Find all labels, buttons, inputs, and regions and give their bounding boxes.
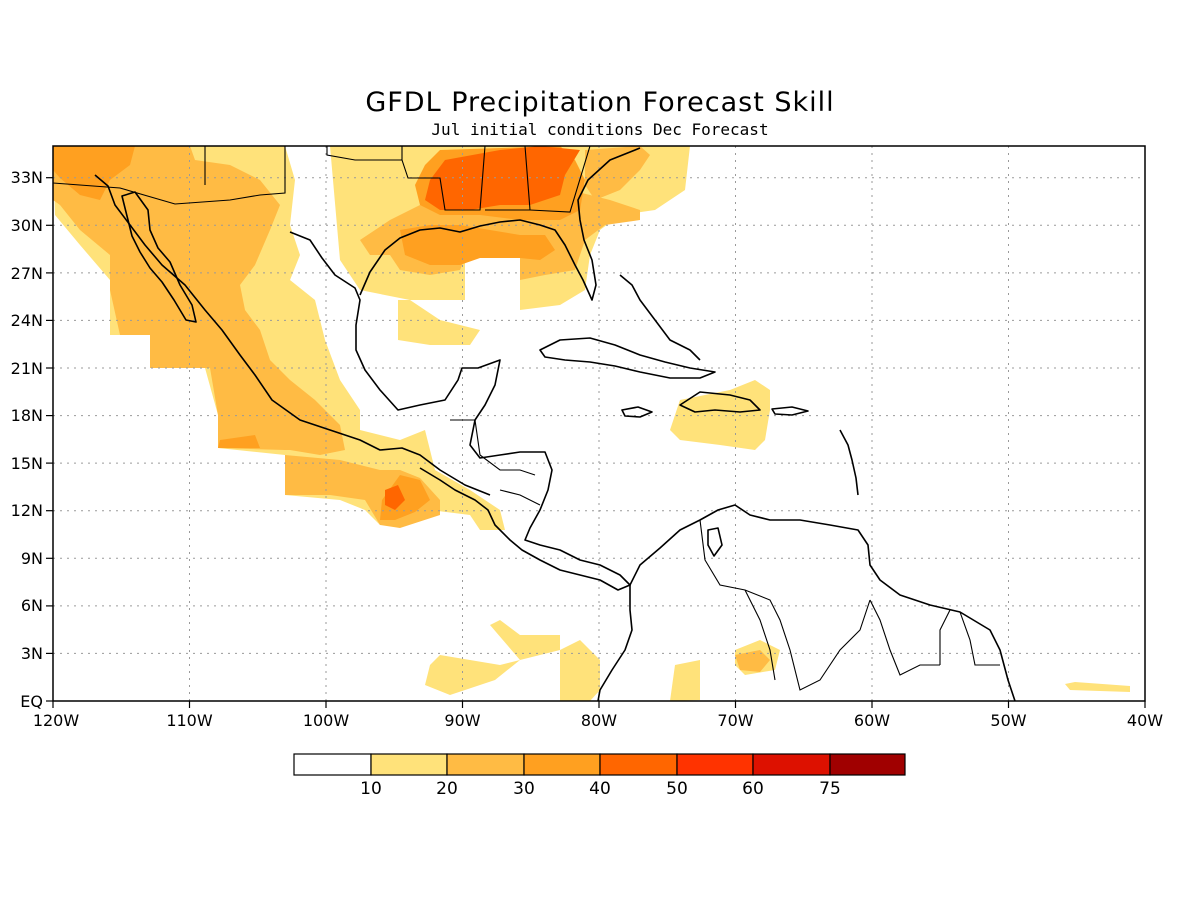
colorbar-label: 75 xyxy=(819,779,841,799)
coastlines xyxy=(94,147,1016,701)
colorbar-swatch xyxy=(829,753,906,776)
colorbar-label: 60 xyxy=(742,779,764,799)
y-tick-label: 6N xyxy=(21,596,43,615)
x-tick-label: 80W xyxy=(581,711,617,730)
colorbar-swatch xyxy=(599,753,678,776)
lat-lon-grid xyxy=(53,146,1145,701)
colorbar-swatch xyxy=(752,753,831,776)
x-tick-label: 60W xyxy=(854,711,890,730)
x-tick-label: 90W xyxy=(444,711,480,730)
y-tick-label: 18N xyxy=(11,406,43,425)
colorbar-label: 50 xyxy=(666,779,688,799)
colorbar: 10 20 30 40 50 60 75 xyxy=(293,753,906,799)
x-tick-label: 50W xyxy=(990,711,1026,730)
figure-title: GFDL Precipitation Forecast Skill xyxy=(365,87,834,118)
colorbar-label: 40 xyxy=(589,779,611,799)
colorbar-swatch xyxy=(446,753,525,776)
colorbar-swatch xyxy=(370,753,448,776)
y-tick-label: 9N xyxy=(21,549,43,568)
figure-subtitle: Jul initial conditions Dec Forecast xyxy=(431,120,768,139)
y-tick-label: 21N xyxy=(11,359,43,378)
y-tick-label: EQ xyxy=(20,692,43,711)
colorbar-label: 20 xyxy=(436,779,458,799)
x-tick-label: 120W xyxy=(33,711,80,730)
x-tick-label: 40W xyxy=(1127,711,1163,730)
y-tick-label: 15N xyxy=(11,454,43,473)
y-tick-label: 33N xyxy=(11,168,43,187)
colorbar-label: 10 xyxy=(360,779,382,799)
y-tick-label: 30N xyxy=(11,216,43,235)
x-axis: 120W 110W 100W 90W 80W 70W 60W 50W 40W xyxy=(33,701,1163,730)
colorbar-label: 30 xyxy=(513,779,535,799)
y-tick-label: 24N xyxy=(11,311,43,330)
x-tick-label: 70W xyxy=(717,711,753,730)
colorbar-swatch xyxy=(293,753,372,776)
y-tick-label: 27N xyxy=(11,264,43,283)
x-tick-label: 100W xyxy=(303,711,350,730)
y-tick-label: 12N xyxy=(11,501,43,520)
colorbar-swatch xyxy=(676,753,754,776)
y-tick-label: 3N xyxy=(21,644,43,663)
x-tick-label: 110W xyxy=(166,711,213,730)
colorbar-swatch xyxy=(523,753,601,776)
political-borders xyxy=(53,146,1000,691)
y-axis: EQ 3N 6N 9N 12N 15N 18N 21N 24N 27N 30N … xyxy=(11,168,53,711)
